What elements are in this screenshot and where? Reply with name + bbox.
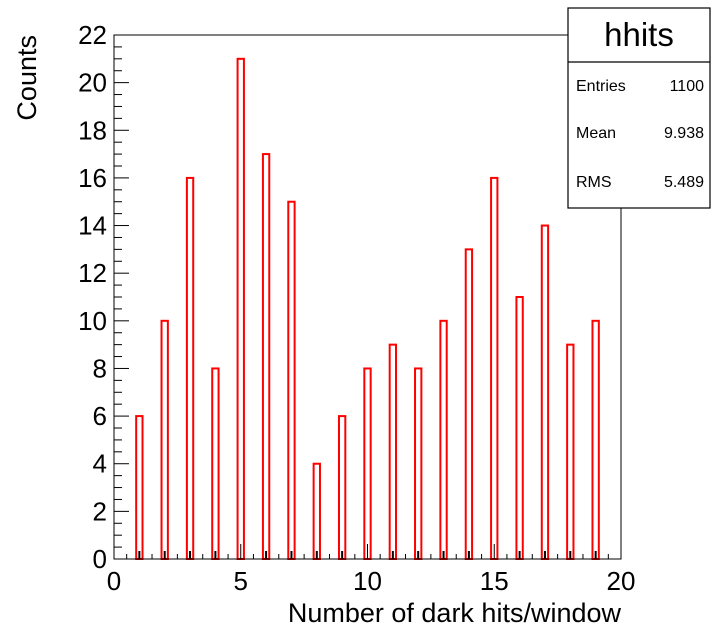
bar-6 xyxy=(261,153,271,560)
y-tick-label: 22 xyxy=(78,20,107,50)
bar-3 xyxy=(185,176,195,560)
x-axis-title: Number of dark hits/window xyxy=(288,598,622,628)
y-tick-label: 14 xyxy=(78,211,107,241)
bar-13 xyxy=(439,319,448,560)
y-tick-label: 4 xyxy=(93,449,107,479)
y-tick-label: 2 xyxy=(93,496,107,526)
x-tick-label: 20 xyxy=(607,566,636,596)
bar-5 xyxy=(236,57,245,561)
y-tick-label: 20 xyxy=(78,68,107,98)
stats-mean-value: 9.938 xyxy=(664,125,704,142)
bar-11 xyxy=(388,343,398,560)
bar-18 xyxy=(566,343,575,560)
y-tick-label: 16 xyxy=(78,163,107,193)
y-axis-title: Counts xyxy=(12,35,42,121)
y-tick-label: 10 xyxy=(78,306,107,336)
stats-box-title: hhits xyxy=(604,16,674,53)
bar-2 xyxy=(160,319,169,560)
x-tick-label: 15 xyxy=(480,566,509,596)
y-tick-label: 12 xyxy=(78,258,107,288)
bar-7 xyxy=(287,200,296,561)
stats-rms-label: RMS xyxy=(576,174,612,191)
stats-mean-label: Mean xyxy=(576,125,616,142)
x-tick-label: 0 xyxy=(107,566,121,596)
bar-8 xyxy=(312,462,321,560)
stats-box: hhits Entries 1100 Mean 9.938 RMS 5.489 xyxy=(567,7,711,209)
x-axis: 0 5 10 15 20 xyxy=(107,544,636,596)
stats-rms-value: 5.489 xyxy=(664,174,704,191)
stats-entries-label: Entries xyxy=(576,78,626,95)
y-tick-label: 0 xyxy=(93,544,107,574)
plot-frame xyxy=(113,34,622,560)
bar-17 xyxy=(540,224,550,561)
bar-12 xyxy=(414,367,423,561)
bar-19 xyxy=(591,319,600,560)
y-tick-label: 6 xyxy=(93,401,107,431)
bar-16 xyxy=(515,296,524,560)
bar-9 xyxy=(337,415,347,560)
y-axis: 0 2 4 6 8 10 12 14 16 18 20 22 xyxy=(78,20,129,574)
bar-15 xyxy=(490,176,499,560)
y-tick-label: 18 xyxy=(78,115,107,145)
stats-box-frame xyxy=(567,7,711,209)
x-tick-label: 5 xyxy=(234,566,248,596)
bar-10 xyxy=(363,367,372,561)
bar-4 xyxy=(211,367,220,561)
bar-14 xyxy=(464,248,474,560)
y-tick-label: 8 xyxy=(93,353,107,383)
x-tick-label: 10 xyxy=(353,566,382,596)
stats-entries-value: 1100 xyxy=(670,78,705,95)
histogram-bars xyxy=(135,57,600,561)
bar-1 xyxy=(135,415,144,560)
